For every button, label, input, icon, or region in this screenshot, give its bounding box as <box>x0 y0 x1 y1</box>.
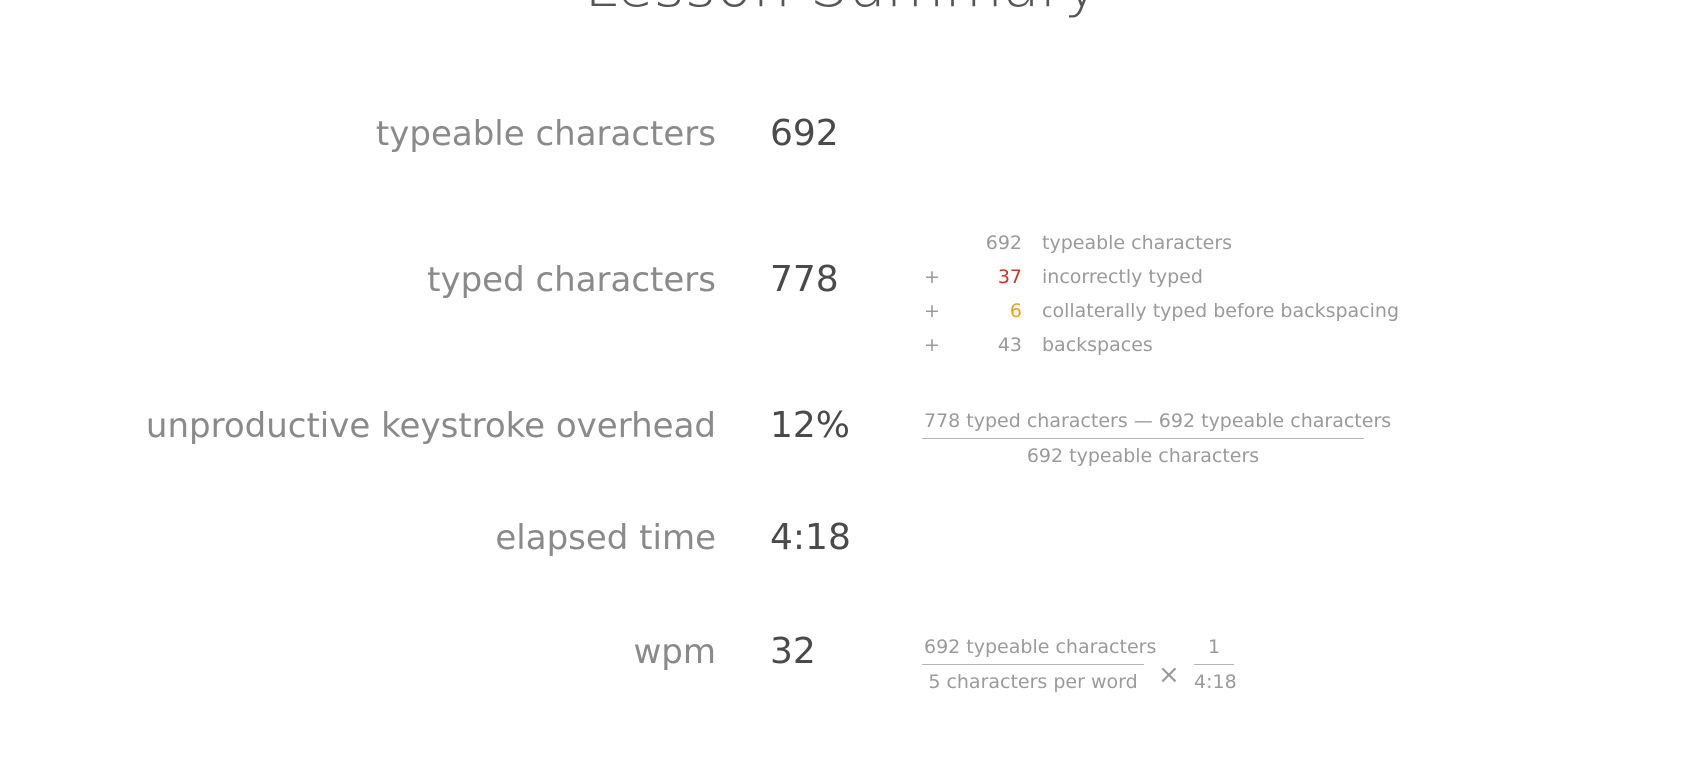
breakdown-number: 43 <box>997 334 1022 356</box>
wpm-formula-fraction-time: 1 4:18 <box>1194 634 1237 695</box>
elapsed-time-label: elapsed time <box>495 518 716 558</box>
wpm-formula-fraction-words: 692 typeable characters 5 characters per… <box>922 634 1156 695</box>
typed-characters-label: typed characters <box>427 260 716 300</box>
breakdown-row-incorrect: + 37 incorrectly typed <box>922 260 1382 294</box>
breakdown-row-typeable: 692 typeable characters <box>922 226 1382 260</box>
formula-denominator: 692 typeable characters <box>1026 445 1260 467</box>
formula-denominator: 4:18 <box>1194 671 1237 693</box>
breakdown-description: backspaces <box>1042 334 1153 356</box>
typed-characters-value: 778 <box>770 259 839 300</box>
wpm-value: 32 <box>770 631 816 672</box>
breakdown-number: 6 <box>1009 300 1022 322</box>
typed-characters-breakdown: 692 typeable characters + 37 incorrectly… <box>922 226 1399 362</box>
formula-numerator: 692 typeable characters <box>922 634 1156 665</box>
breakdown-sign: + <box>924 300 940 322</box>
page-title: Lesson Summary <box>0 0 1684 16</box>
elapsed-time-value: 4:18 <box>770 517 851 558</box>
overhead-label: unproductive keystroke overhead <box>145 406 716 446</box>
breakdown-description: collaterally typed before backspacing <box>1042 300 1400 322</box>
formula-numerator: 778 typed characters — 692 typeable char… <box>922 408 1391 439</box>
breakdown-sign: + <box>924 266 940 288</box>
formula-denominator: 5 characters per word <box>928 671 1138 693</box>
formula-numerator: 1 <box>1194 634 1234 665</box>
breakdown-row-backspaces: + 43 backspaces <box>922 328 1382 362</box>
breakdown-sign: + <box>924 334 940 356</box>
wpm-label: wpm <box>633 632 716 672</box>
typeable-characters-value: 692 <box>770 113 839 154</box>
multiply-sign: × <box>1158 660 1180 690</box>
overhead-value: 12% <box>770 405 851 446</box>
breakdown-description: typeable characters <box>1042 232 1233 254</box>
breakdown-description: incorrectly typed <box>1042 266 1203 288</box>
overhead-formula: 778 typed characters — 692 typeable char… <box>922 408 1391 469</box>
breakdown-number: 692 <box>985 232 1022 254</box>
breakdown-row-collateral: + 6 collaterally typed before backspacin… <box>922 294 1399 328</box>
typeable-characters-label: typeable characters <box>375 114 716 154</box>
breakdown-number: 37 <box>997 266 1022 288</box>
